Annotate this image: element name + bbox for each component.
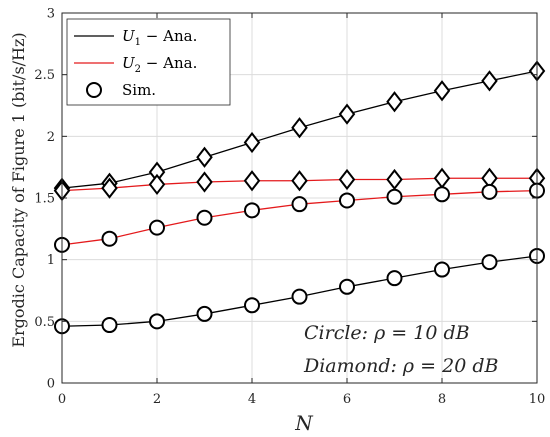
data-point-diamond (291, 117, 308, 139)
legend: U1 − Ana. U2 − Ana. Sim. (66, 18, 231, 106)
y-tick-label: 3 (47, 7, 55, 22)
data-point-circle (149, 313, 165, 330)
data-point-circle (291, 196, 308, 213)
x-tick-label: 4 (248, 392, 256, 407)
data-point-circle (386, 188, 403, 205)
x-tick-label: 8 (438, 392, 446, 407)
data-point-circle (339, 278, 355, 295)
data-point-diamond (243, 170, 261, 192)
y-tick-label: 0 (47, 377, 55, 392)
axis-ticks: 0 2 4 6 8 10 0 0.5 1 1.5 2 2.5 3 (34, 7, 545, 408)
annotation-circle: Circle: ρ = 10 dB (304, 322, 470, 344)
data-point-circle (244, 297, 260, 314)
x-tick-label: 10 (529, 392, 546, 407)
data-point-diamond (433, 167, 451, 189)
data-point-diamond (433, 80, 451, 102)
y-tick-label: 2 (47, 130, 55, 145)
data-point-circle (244, 202, 260, 219)
data-point-diamond (101, 177, 118, 199)
data-point-circle (481, 254, 498, 271)
x-axis-label: N (294, 411, 314, 435)
data-point-circle (196, 305, 213, 322)
series-u1-circle (54, 247, 545, 335)
x-tick-label: 0 (58, 392, 66, 407)
y-tick-label: 0.5 (34, 315, 55, 330)
data-point-diamond (243, 131, 261, 154)
data-point-circle (434, 186, 450, 203)
data-point-circle (339, 192, 355, 209)
data-point-diamond (338, 103, 356, 125)
data-point-circle (149, 219, 165, 236)
annotation-diamond: Diamond: ρ = 20 dB (303, 355, 498, 377)
data-point-circle (434, 261, 450, 278)
data-point-circle (196, 209, 213, 226)
series-u2-diamond (53, 167, 546, 202)
series-u2-circle (54, 182, 545, 253)
data-point-diamond (338, 168, 356, 191)
data-point-circle (386, 270, 403, 287)
y-tick-label: 1 (47, 253, 55, 268)
data-point-diamond (196, 171, 213, 193)
data-point-diamond (386, 168, 403, 191)
data-point-circle (101, 230, 118, 247)
data-point-diamond (386, 91, 403, 113)
data-point-diamond (148, 173, 166, 196)
legend-label: Sim. (122, 81, 156, 99)
legend-label: U2 − Ana. (122, 54, 197, 75)
y-tick-label: 2.5 (34, 68, 55, 83)
legend-marker-circle (86, 82, 102, 98)
data-point-circle (291, 288, 308, 305)
legend-label: U1 − Ana. (122, 27, 197, 48)
y-axis-label: Ergodic Capacity of Figure 1 (bit/s/Hz) (9, 32, 28, 347)
data-point-diamond (291, 170, 308, 192)
data-point-circle (481, 183, 498, 200)
data-point-diamond (481, 70, 498, 92)
x-tick-label: 2 (153, 392, 161, 407)
data-point-diamond (196, 146, 213, 168)
y-tick-label: 1.5 (34, 192, 55, 207)
x-tick-label: 6 (343, 392, 351, 407)
data-point-circle (101, 317, 118, 334)
data-series (53, 60, 546, 335)
